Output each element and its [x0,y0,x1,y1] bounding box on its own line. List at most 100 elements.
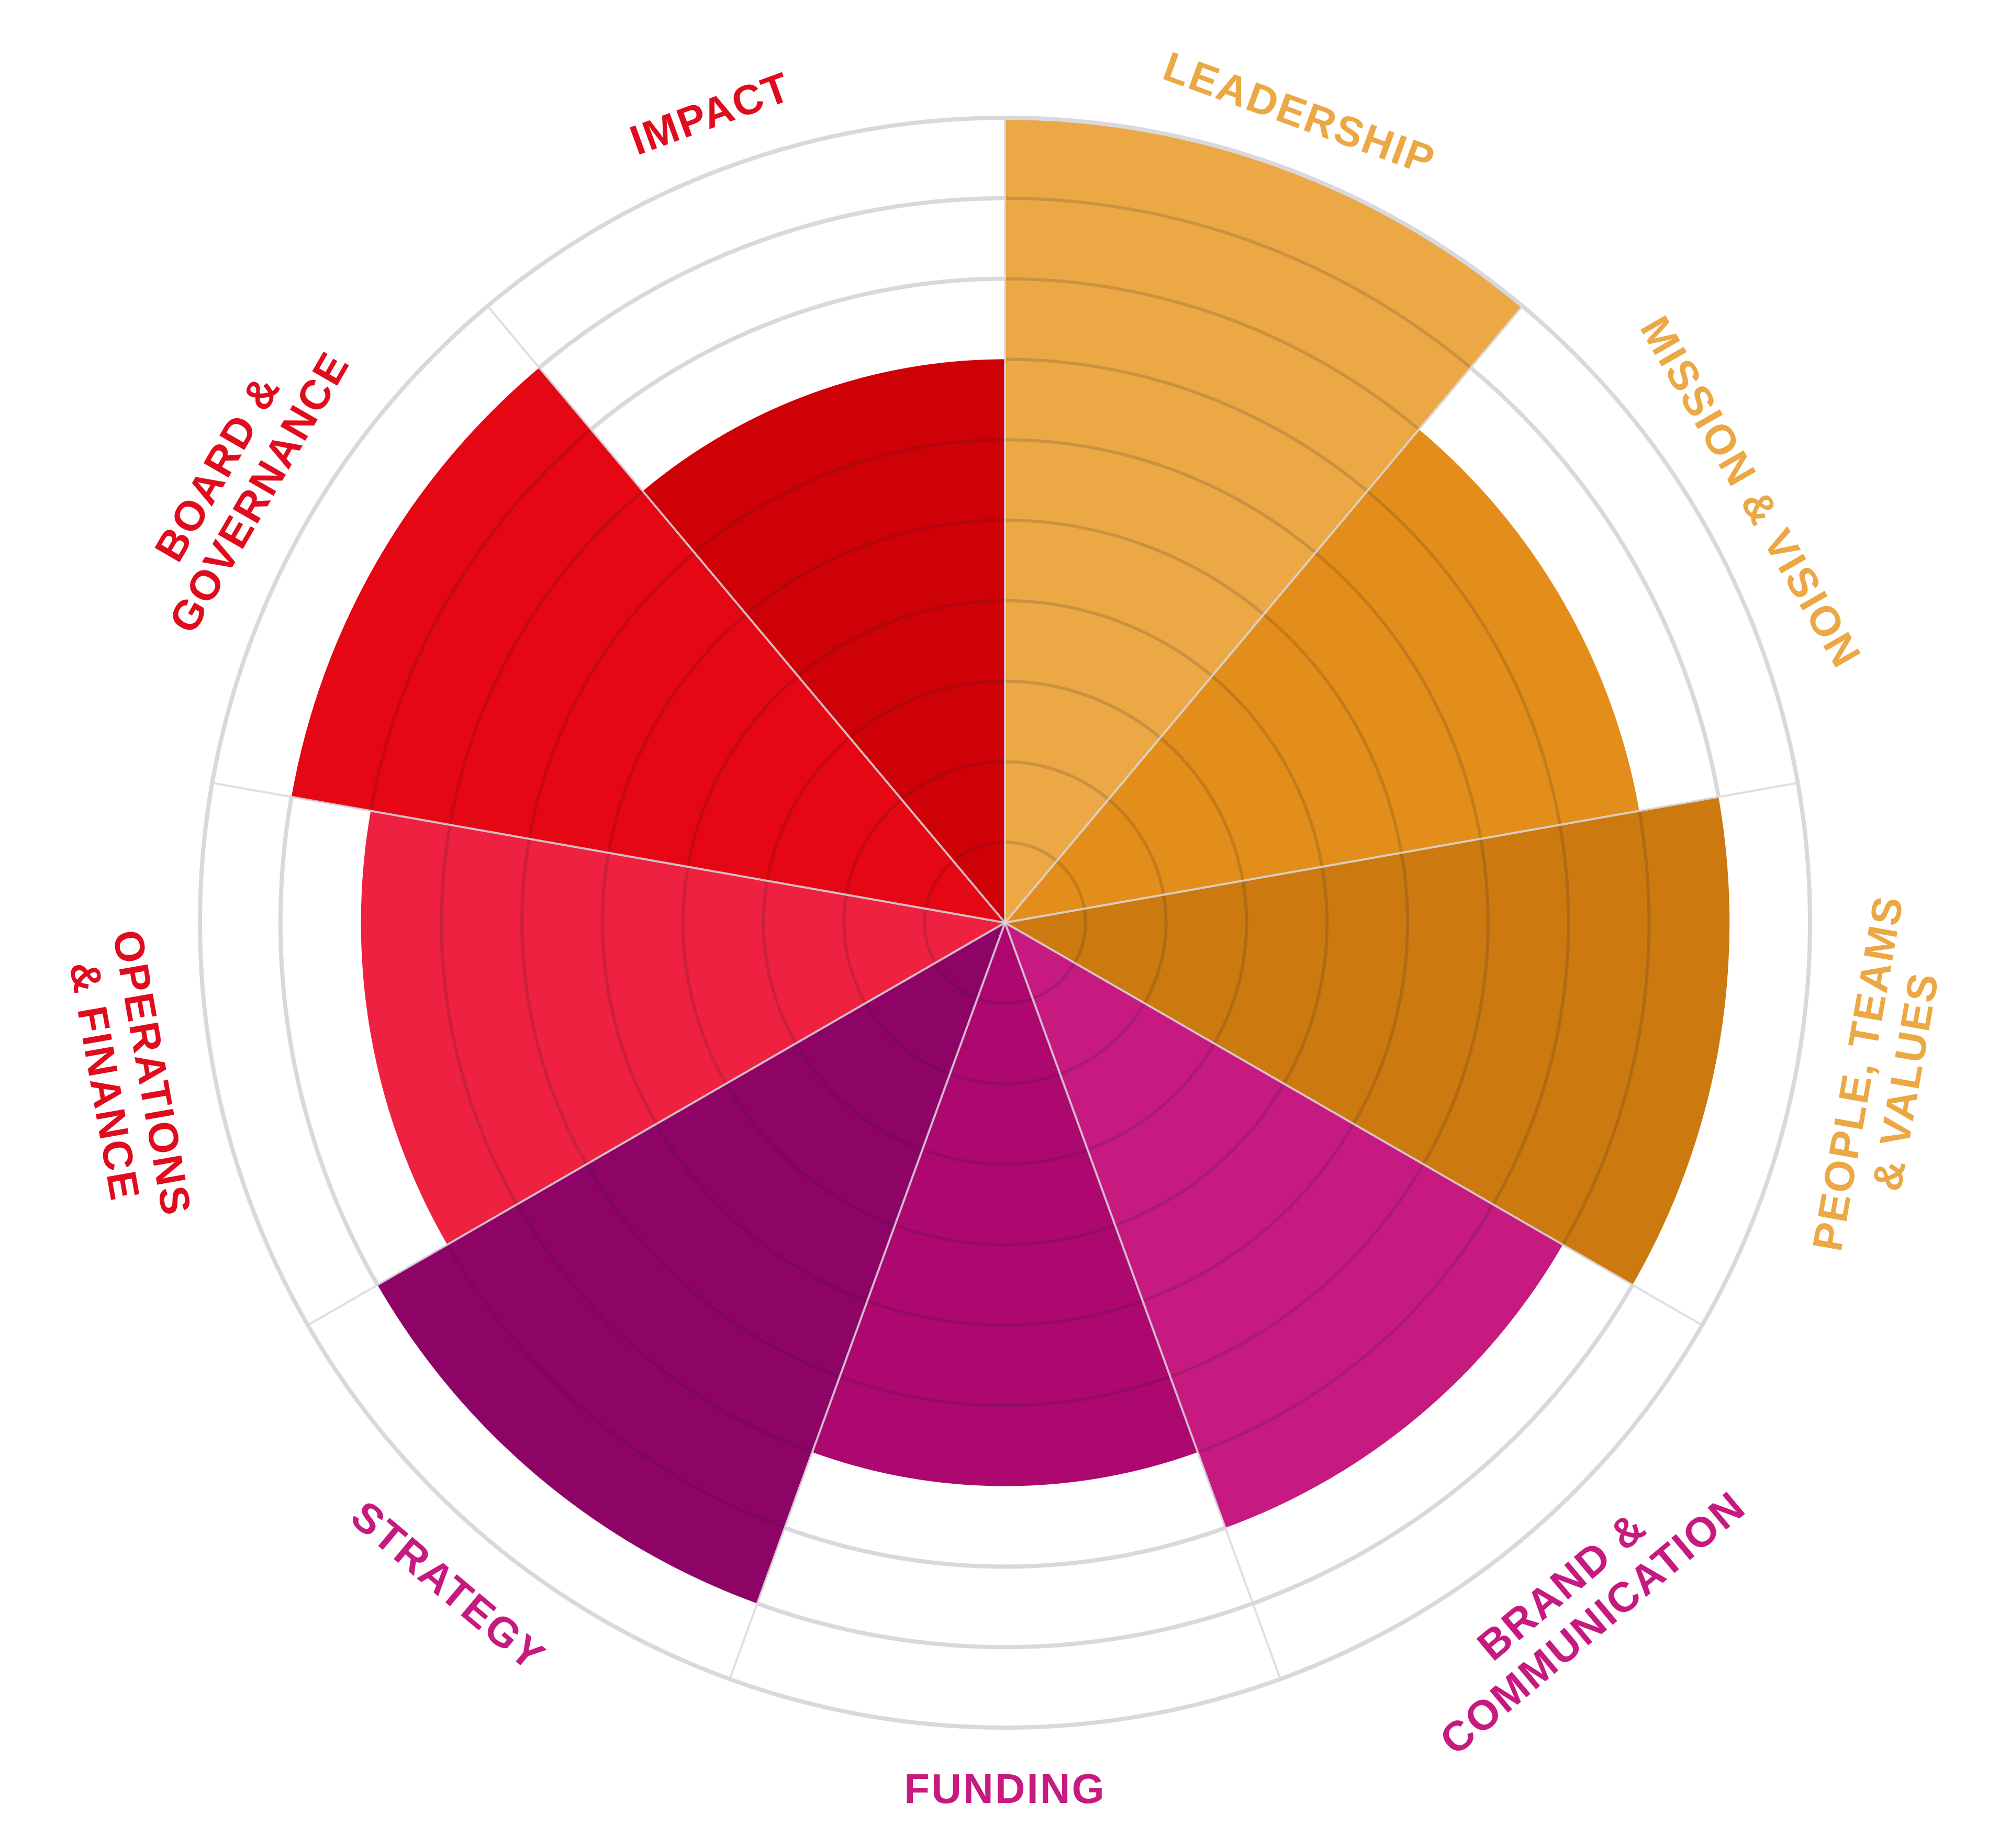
grid-ring [794,1043,923,1151]
grid-ring [839,1375,1171,1407]
grid-ring [1212,880,1248,1045]
grid-ring [686,675,799,867]
grid-ring [866,1299,1144,1327]
bar-brand-and-communication [1005,923,1563,1528]
sector-divider [1004,781,1798,924]
sector-operations-and-finance [199,782,1005,1325]
grid-ring [445,1244,786,1530]
category-label-line: IMPACT [624,63,797,164]
bar-operations-and-finance [361,811,1005,1245]
outer-ring [198,116,1812,1730]
grid-ring [900,760,1006,801]
grid-ring [1059,1002,1146,1076]
sector-leadership [1004,118,1523,923]
grid-ring [724,1083,896,1227]
grid-ring-outer [538,196,1006,369]
bar-leadership [1005,118,1523,923]
sector-board-and-governance [212,306,1005,923]
grid-ring [1004,519,1265,616]
grid-ring-outer [278,796,379,1286]
grid-ring [1004,679,1162,739]
sector-divider [1004,305,1524,924]
grid-ring [528,551,696,839]
grid-ring [1366,489,1562,825]
grid-ring [894,1224,1116,1247]
grid-ring [655,1123,868,1303]
grid-ring [1197,1203,1494,1454]
sector-divider [1004,922,1281,1679]
sector-divider [307,922,1006,1326]
grid-ring [949,1072,1061,1085]
grid-ring [440,824,519,1205]
grid-ring [1282,866,1329,1085]
grid-ring [1004,196,1472,369]
grid-ring-outer [756,1601,1254,1650]
grid-ring-outer [1469,366,1721,798]
grid-ring [1422,838,1490,1165]
bar-funding [812,923,1198,1486]
grid-ring [977,996,1033,1005]
grid-ring [845,798,903,895]
grid-ring [693,438,1006,554]
grid-ring [1352,852,1410,1125]
grid-ring [1142,1123,1355,1303]
grid-ring [1004,357,1368,492]
grid-ring [797,599,1006,678]
sector-funding [729,923,1281,1728]
grid-ring [1004,599,1213,678]
grid-ring [934,962,978,1000]
category-label-impact: IMPACT [624,63,797,164]
grid-ring [448,489,644,825]
grid-ring [745,519,1006,616]
grid-ring [520,838,588,1165]
grid-ring [923,908,937,964]
category-label-funding: FUNDING [904,1765,1106,1812]
grid-ring [1087,1043,1216,1151]
grid-ring [1143,894,1168,1004]
bar-impact [642,359,1005,923]
sector-divider [729,922,1006,1679]
grid-ring [1004,760,1110,801]
grid-ring [1159,736,1245,881]
grid-ring [1263,613,1403,853]
outer-ring-layer [198,116,1812,1730]
grid-ring [864,1002,951,1076]
category-label-operations-and-finance: OPERATIONS& FINANCE [61,926,200,1219]
sector-mission-and-vision [1005,306,1798,923]
grid-ring [1314,551,1482,839]
bar-board-and-governance [291,367,1005,923]
grid-ring [765,736,851,881]
grid-ring [681,866,728,1085]
grid-ring [1004,841,1058,863]
grid-ring [1561,810,1651,1246]
grid-ring [842,894,867,1004]
grid-ring [922,1148,1088,1166]
grid-ring [1114,1083,1286,1227]
grid-ring [1107,798,1165,895]
sector-strategy [308,923,1006,1679]
grid-ring [607,613,747,853]
sectors-layer [199,118,1810,1728]
grid-ring [1073,908,1087,964]
grid-ring [1055,859,1086,909]
grid-ring [762,880,798,1045]
grid-ring-outer [1252,1284,1635,1606]
grid-ring-outer [589,276,1006,431]
bar-strategy [377,923,1006,1604]
grid-ring [924,859,955,909]
grid-ring [1004,277,1420,431]
grid-ring [585,1163,841,1378]
grid-ring [369,428,593,811]
grid-ring [848,679,1006,739]
grid-ring [516,1203,813,1454]
sector-divider [1004,922,1703,1326]
grid-ring [1032,962,1076,1000]
grid-ring [600,852,658,1125]
grid-ring [952,841,1006,863]
sector-divider [212,781,1006,924]
category-label-line: FUNDING [904,1765,1106,1812]
bar-mission-and-vision [1005,429,1639,923]
grid-ring [1169,1163,1425,1378]
